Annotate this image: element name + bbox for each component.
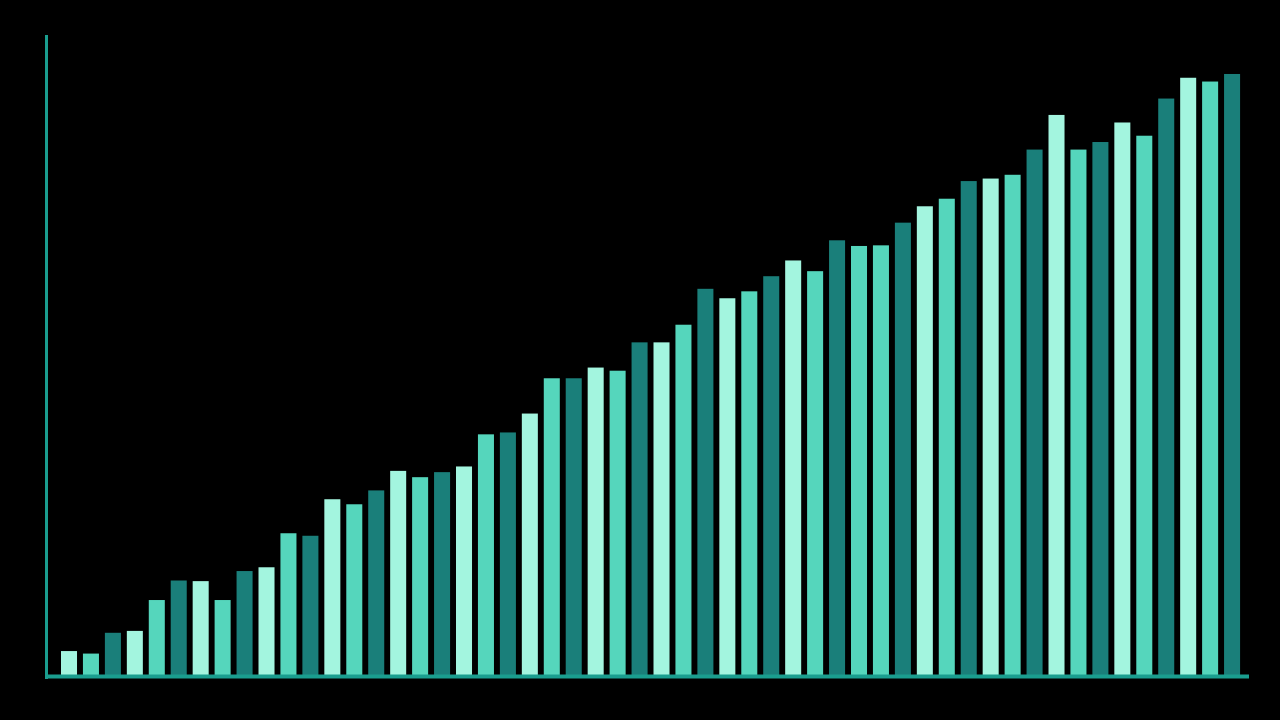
bar-17 (412, 477, 429, 675)
bar-42 (960, 181, 977, 675)
bar-15 (368, 490, 385, 675)
bar-25 (587, 367, 604, 675)
bar-27 (631, 342, 648, 675)
bar-22 (521, 413, 538, 675)
bar-6 (170, 580, 187, 675)
bar-54 (1224, 73, 1241, 676)
bar-9 (236, 571, 253, 675)
bar-39 (894, 222, 911, 675)
bar-40 (916, 206, 933, 675)
bar-53 (1202, 81, 1219, 676)
bar-21 (499, 432, 516, 675)
bar-10 (258, 567, 275, 675)
bar-8 (214, 600, 231, 675)
bar-14 (346, 504, 363, 675)
bar-37 (851, 245, 868, 675)
bar-2 (82, 653, 99, 675)
bar-32 (741, 291, 758, 675)
bar-13 (324, 499, 341, 675)
bar-50 (1136, 135, 1153, 676)
bar-1 (61, 651, 78, 675)
bar-41 (938, 198, 955, 675)
bar-23 (543, 378, 560, 675)
bar-36 (829, 240, 846, 676)
bar-24 (565, 378, 582, 675)
bar-31 (719, 298, 736, 675)
bar-19 (456, 466, 473, 675)
bar-12 (302, 535, 319, 675)
bar-28 (653, 342, 670, 675)
bar-3 (104, 632, 121, 675)
bar-20 (477, 434, 494, 675)
bar-43 (982, 178, 999, 675)
bar-33 (763, 276, 780, 675)
bar-48 (1092, 142, 1109, 675)
bar-38 (872, 245, 889, 675)
bar-30 (697, 288, 714, 675)
bar-34 (785, 260, 802, 675)
bar-26 (609, 370, 626, 675)
bar-51 (1158, 98, 1175, 676)
bar-7 (192, 581, 209, 675)
bar-18 (434, 472, 451, 675)
bar-44 (1004, 174, 1021, 675)
bar-46 (1048, 114, 1065, 676)
bar-52 (1180, 77, 1197, 675)
bar-16 (390, 470, 407, 675)
bar-45 (1026, 149, 1043, 675)
bar-29 (675, 324, 692, 675)
bar-5 (148, 600, 165, 675)
bar-11 (280, 533, 297, 675)
bar-series (61, 73, 1241, 676)
bar-49 (1114, 122, 1131, 676)
bar-47 (1070, 149, 1087, 675)
bar-35 (807, 271, 824, 675)
bar-4 (126, 630, 143, 675)
